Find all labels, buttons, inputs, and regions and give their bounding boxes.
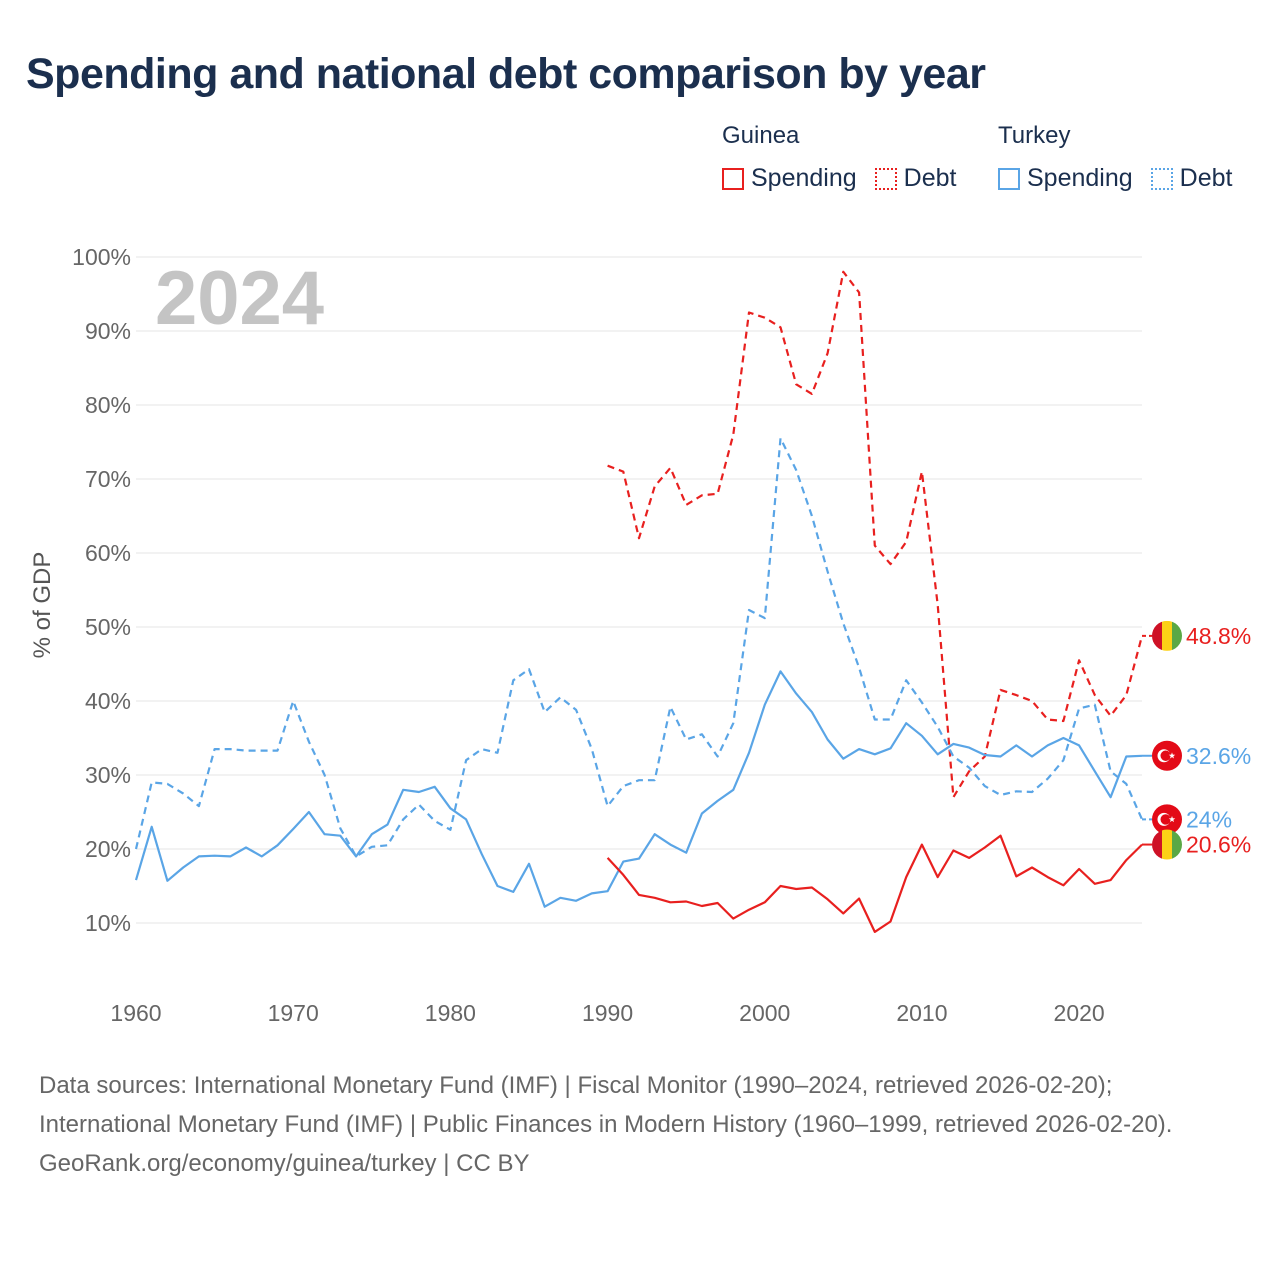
legend-label-guinea-debt: Debt <box>903 164 957 192</box>
legend-swatch-guinea-debt <box>874 167 897 190</box>
y-tick-label: 30% <box>85 762 131 788</box>
legend-swatch-turkey-spending <box>998 167 1020 190</box>
year-watermark: 2024 <box>155 256 324 341</box>
end-label-guinea-debt: 48.8% <box>1186 623 1251 649</box>
x-axis-tick-labels: 1960 1970 1980 1990 2000 2010 2020 <box>110 1000 1104 1026</box>
series-line-turkey-debt[interactable] <box>134 437 1144 858</box>
legend-label-turkey-spending: Spending <box>1027 164 1133 192</box>
guinea-flag <box>1152 620 1182 651</box>
y-tick-label: 40% <box>85 688 131 714</box>
end-label-guinea-spending: 20.6% <box>1186 832 1251 858</box>
y-tick-label: 100% <box>72 244 131 270</box>
legend-country-turkey: Turkey <box>998 122 1071 149</box>
turkey-flag <box>1152 740 1182 771</box>
legend-group-guinea: Guinea Spending Debt <box>722 122 956 193</box>
series-line-guinea-spending[interactable] <box>606 834 1143 934</box>
series-end-labels: 48.8% 24% 32.6% 20.6% <box>1142 620 1251 860</box>
legend-label-guinea-spending: Spending <box>751 164 857 192</box>
y-tick-label: 20% <box>85 836 131 862</box>
end-label-turkey-spending: 32.6% <box>1186 743 1251 769</box>
x-tick-label: 2000 <box>739 1000 790 1026</box>
x-tick-label: 1980 <box>425 1000 476 1026</box>
gridlines <box>136 256 1142 924</box>
legend-country-guinea: Guinea <box>722 122 800 149</box>
legend-label-turkey-debt: Debt <box>1179 164 1233 192</box>
series-line-turkey-spending[interactable] <box>134 670 1143 908</box>
data-sources: Data sources: International Monetary Fun… <box>39 1072 1173 1138</box>
end-label-turkey-debt: 24% <box>1186 806 1232 832</box>
y-axis-label: % of GDP <box>29 552 56 659</box>
x-tick-label: 2010 <box>896 1000 947 1026</box>
legend-item-guinea-debt[interactable]: Debt <box>874 164 957 193</box>
legend-item-guinea-spending[interactable]: Spending <box>722 164 857 193</box>
x-tick-label: 1990 <box>582 1000 633 1026</box>
y-tick-label: 60% <box>85 540 131 566</box>
chart-title: Spending and national debt comparison by… <box>26 50 986 98</box>
x-tick-label: 1960 <box>110 1000 161 1026</box>
guinea-flag <box>1152 829 1182 860</box>
line-chart: 2024 10% 20% 30% 40% 50% 60% 70% 80% 90% 100% 196… <box>29 244 1251 1026</box>
legend-swatch-turkey-debt <box>1150 167 1173 190</box>
legend-group-turkey: Turkey Spending Debt <box>998 122 1232 193</box>
y-tick-label: 50% <box>85 614 131 640</box>
legend-swatch-guinea-spending <box>722 167 744 190</box>
y-tick-label: 10% <box>85 910 131 936</box>
x-tick-label: 2020 <box>1054 1000 1105 1026</box>
legend-item-turkey-debt[interactable]: Debt <box>1150 164 1233 193</box>
y-tick-label: 90% <box>85 318 131 344</box>
y-tick-label: 70% <box>85 466 131 492</box>
x-tick-label: 1970 <box>268 1000 319 1026</box>
turkey-flag <box>1152 804 1182 835</box>
y-tick-label: 80% <box>85 392 131 418</box>
credit-line: GeoRank.org/economy/guinea/turkey | CC B… <box>39 1150 530 1177</box>
footer: Data sources: International Monetary Fun… <box>39 1066 1239 1183</box>
legend-item-turkey-spending[interactable]: Spending <box>998 164 1133 193</box>
y-axis-tick-labels: 10% 20% 30% 40% 50% 60% 70% 80% 90% 100% <box>72 244 131 936</box>
series-lines <box>134 270 1144 934</box>
series-line-guinea-debt[interactable] <box>607 270 1144 799</box>
